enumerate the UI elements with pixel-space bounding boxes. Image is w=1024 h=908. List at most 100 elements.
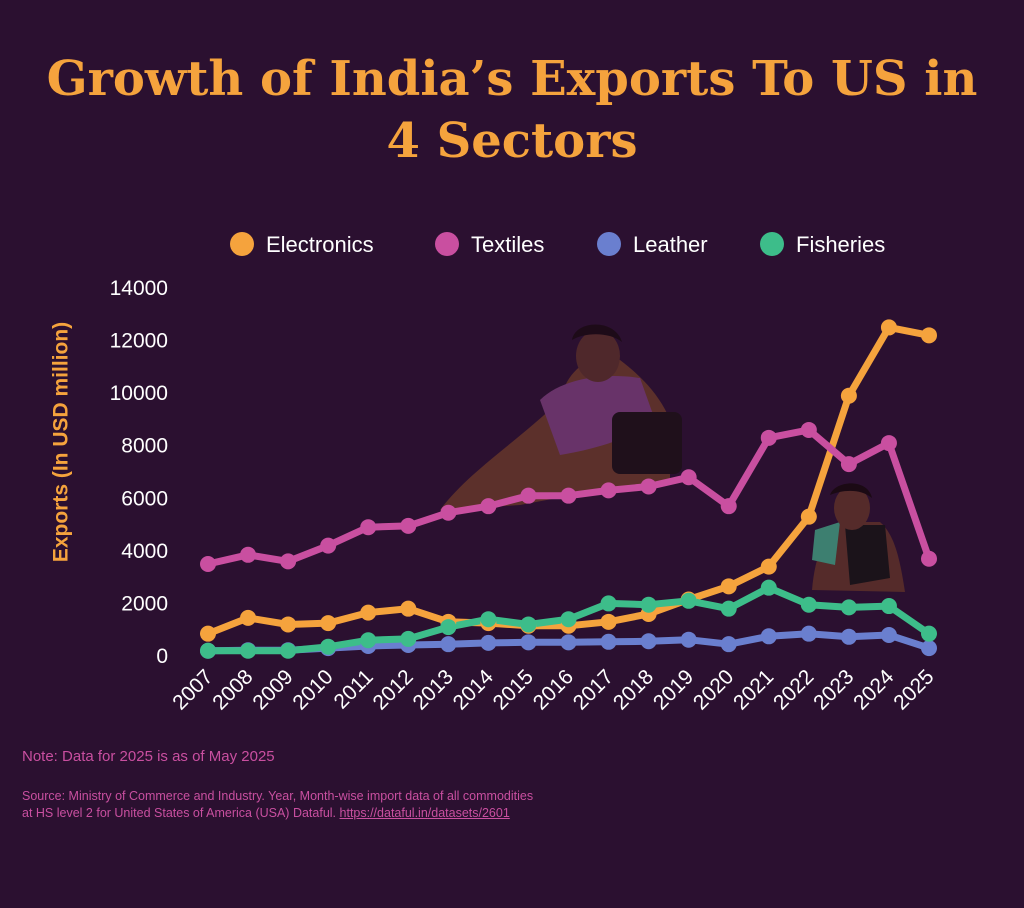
data-point-fisheries	[600, 595, 617, 612]
y-tick-label: 10000	[110, 382, 168, 405]
chart-title: Growth of India’s Exports To US in 4 Sec…	[46, 51, 978, 169]
data-point-electronics	[400, 600, 417, 617]
plot-area	[200, 319, 937, 659]
legend-label: Electronics	[266, 232, 374, 257]
data-point-textiles	[840, 456, 857, 473]
x-tick-label: 2025	[889, 665, 938, 714]
data-point-textiles	[560, 487, 577, 504]
data-point-fisheries	[520, 616, 537, 633]
data-point-textiles	[880, 435, 897, 452]
x-tick-label: 2010	[288, 665, 337, 714]
data-point-textiles	[360, 519, 377, 536]
data-point-fisheries	[760, 579, 777, 596]
x-tick-label: 2007	[168, 665, 217, 714]
data-point-electronics	[600, 613, 617, 630]
data-point-electronics	[320, 615, 337, 632]
data-point-leather	[840, 628, 857, 645]
weaver-illustration	[440, 324, 682, 510]
data-point-electronics	[280, 616, 297, 633]
source-note: Source: Ministry of Commerce and Industr…	[22, 788, 542, 822]
y-tick-label: 14000	[110, 277, 168, 300]
data-point-electronics	[880, 319, 897, 336]
data-point-electronics	[720, 578, 737, 595]
x-axis: 2007200820092010201120122013201420152016…	[168, 665, 938, 715]
legend-marker	[760, 232, 784, 256]
x-tick-label: 2018	[609, 665, 658, 714]
data-point-leather	[520, 634, 537, 651]
x-tick-label: 2009	[248, 665, 297, 714]
data-point-electronics	[800, 508, 817, 525]
data-point-leather	[720, 636, 737, 653]
legend-marker	[435, 232, 459, 256]
y-axis-label: Exports (In USD million)	[50, 322, 73, 562]
data-point-fisheries	[200, 642, 216, 659]
data-point-leather	[640, 633, 657, 650]
data-point-electronics	[240, 609, 257, 626]
x-tick-label: 2024	[849, 665, 899, 715]
legend-marker	[597, 232, 621, 256]
source-link[interactable]: https://dataful.in/datasets/2601	[339, 806, 510, 820]
data-point-fisheries	[360, 632, 377, 649]
x-tick-label: 2022	[769, 665, 818, 714]
data-point-electronics	[840, 387, 857, 404]
data-point-fisheries	[640, 596, 657, 613]
legend: Electronics Textiles Leather Fisheries	[230, 232, 885, 257]
data-point-electronics	[360, 604, 377, 621]
data-point-textiles	[320, 537, 337, 554]
y-tick-label: 6000	[121, 487, 168, 510]
y-axis: 0 2000 4000 6000 8000 10000 12000 14000	[110, 277, 168, 668]
data-point-electronics	[921, 327, 937, 344]
legend-label: Leather	[633, 232, 708, 257]
x-tick-label: 2014	[449, 665, 499, 715]
data-point-fisheries	[560, 611, 577, 628]
data-point-electronics	[760, 558, 777, 575]
data-point-fisheries	[440, 619, 457, 636]
y-tick-label: 4000	[121, 540, 168, 563]
data-point-textiles	[640, 478, 657, 495]
data-point-textiles	[760, 429, 777, 446]
data-point-textiles	[520, 487, 537, 504]
y-tick-label: 2000	[121, 592, 168, 615]
data-point-leather	[800, 625, 817, 642]
x-tick-label: 2020	[689, 665, 738, 714]
x-tick-label: 2016	[529, 665, 578, 714]
data-point-textiles	[440, 504, 457, 521]
data-point-textiles	[400, 517, 417, 534]
data-point-fisheries	[400, 630, 417, 647]
data-point-leather	[560, 634, 577, 651]
x-tick-label: 2013	[409, 665, 458, 714]
x-tick-label: 2019	[649, 665, 698, 714]
data-point-leather	[880, 626, 897, 643]
data-point-electronics	[200, 625, 216, 642]
data-point-textiles	[240, 546, 257, 563]
data-point-leather	[680, 631, 697, 648]
data-point-leather	[440, 636, 457, 653]
data-point-fisheries	[720, 600, 737, 617]
data-point-textiles	[720, 498, 737, 515]
source-text: Source: Ministry of Commerce and Industr…	[22, 789, 534, 820]
data-point-fisheries	[840, 599, 857, 616]
data-point-leather	[600, 633, 617, 650]
data-point-textiles	[480, 498, 497, 515]
legend-label: Textiles	[471, 232, 544, 257]
legend-label: Fisheries	[796, 232, 885, 257]
y-tick-label: 12000	[110, 330, 168, 353]
data-point-fisheries	[921, 625, 937, 642]
x-tick-label: 2011	[330, 665, 378, 713]
data-point-textiles	[280, 553, 297, 570]
data-point-fisheries	[320, 638, 337, 655]
y-tick-label: 0	[156, 645, 168, 668]
data-point-fisheries	[280, 642, 297, 659]
x-tick-label: 2015	[489, 665, 538, 714]
data-point-fisheries	[880, 598, 897, 615]
legend-marker	[230, 232, 254, 256]
data-point-fisheries	[240, 642, 257, 659]
worker-illustration	[812, 483, 905, 592]
data-point-leather	[480, 634, 497, 651]
data-point-fisheries	[800, 596, 817, 613]
data-point-textiles	[680, 469, 697, 486]
data-point-fisheries	[680, 592, 697, 609]
data-point-fisheries	[480, 611, 497, 628]
data-point-textiles	[921, 550, 937, 567]
